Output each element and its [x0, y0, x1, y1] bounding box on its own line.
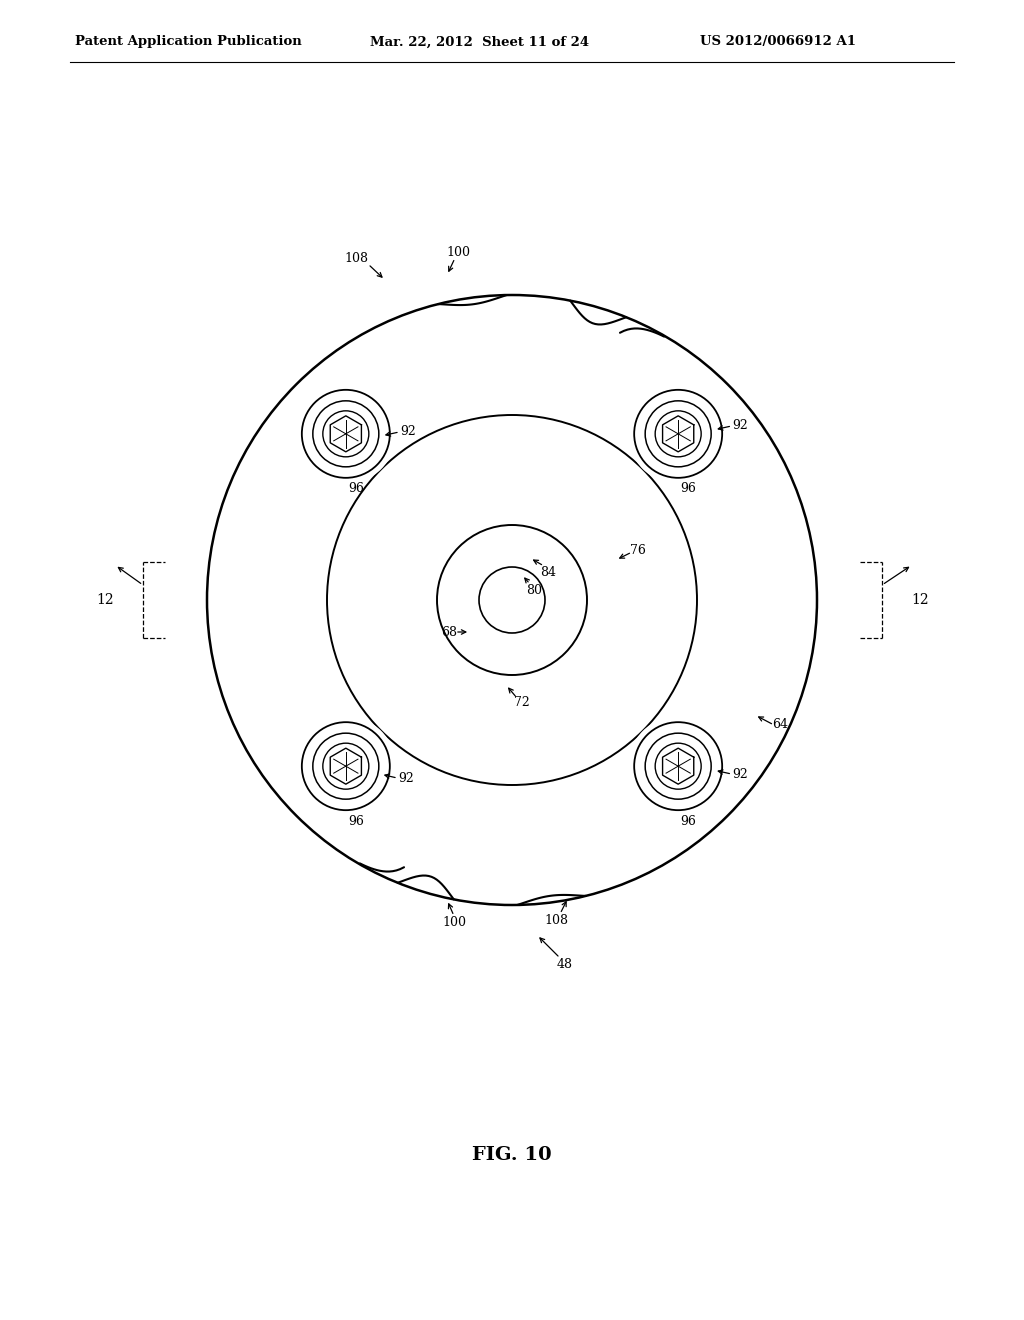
Text: 48: 48	[557, 958, 573, 972]
Text: 92: 92	[732, 420, 749, 433]
Text: 92: 92	[398, 772, 414, 784]
Text: US 2012/0066912 A1: US 2012/0066912 A1	[700, 36, 856, 49]
Text: 100: 100	[446, 246, 470, 259]
Text: 108: 108	[344, 252, 368, 264]
Text: 108: 108	[544, 913, 568, 927]
Text: FIG. 10: FIG. 10	[472, 1146, 552, 1164]
Text: 96: 96	[680, 814, 696, 828]
Circle shape	[202, 290, 822, 909]
Circle shape	[628, 717, 728, 816]
Text: 76: 76	[630, 544, 646, 557]
Circle shape	[296, 384, 396, 484]
Text: 96: 96	[348, 482, 364, 495]
Text: 80: 80	[526, 583, 542, 597]
Text: 12: 12	[96, 593, 114, 607]
Text: 92: 92	[400, 425, 416, 438]
Text: Patent Application Publication: Patent Application Publication	[75, 36, 302, 49]
Text: 96: 96	[680, 482, 696, 495]
Text: 84: 84	[540, 565, 556, 578]
Text: 96: 96	[348, 814, 364, 828]
Text: 92: 92	[732, 768, 749, 780]
Text: 72: 72	[514, 696, 529, 709]
Text: 12: 12	[911, 593, 929, 607]
Circle shape	[628, 384, 728, 484]
Text: 100: 100	[442, 916, 466, 928]
Text: Mar. 22, 2012  Sheet 11 of 24: Mar. 22, 2012 Sheet 11 of 24	[370, 36, 589, 49]
Circle shape	[296, 717, 396, 816]
Text: 64: 64	[772, 718, 788, 731]
Text: 68: 68	[441, 626, 457, 639]
